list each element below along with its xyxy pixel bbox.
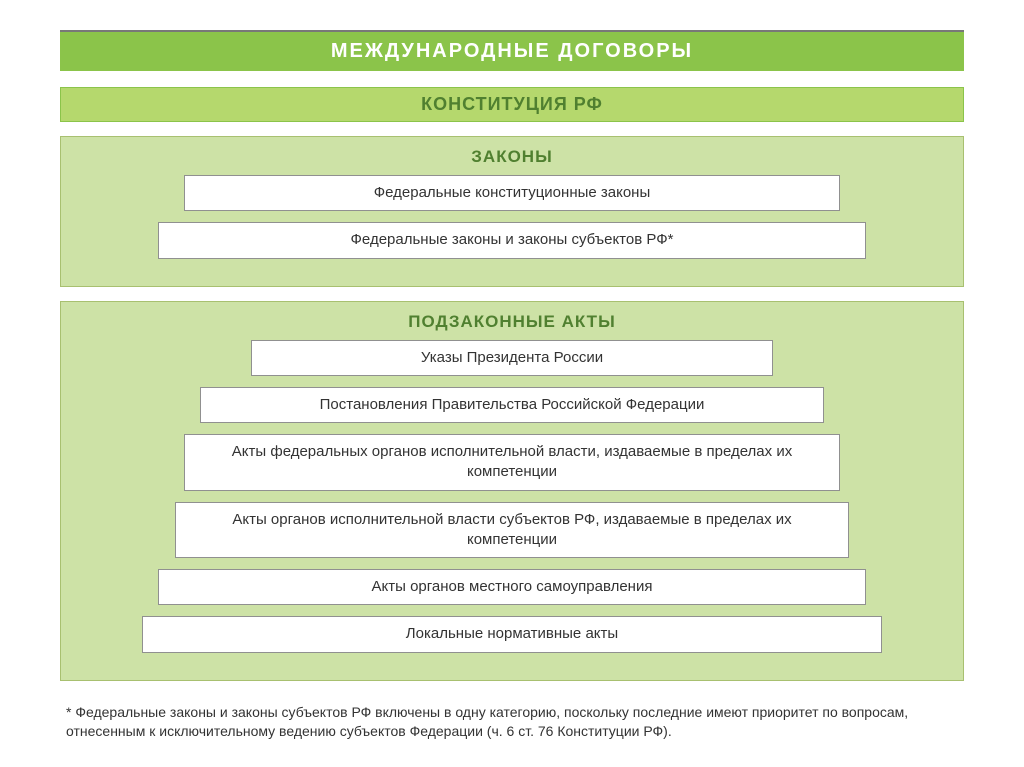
- hierarchy-item: Постановления Правительства Российской Ф…: [200, 387, 823, 423]
- laws-title: ЗАКОНЫ: [91, 147, 933, 167]
- header-title: МЕЖДУНАРОДНЫЕ ДОГОВОРЫ: [331, 40, 693, 62]
- sublaws-section: ПОДЗАКОННЫЕ АКТЫ Указы Президента России…: [60, 301, 964, 681]
- laws-section: ЗАКОНЫ Федеральные конституционные закон…: [60, 136, 964, 287]
- hierarchy-item: Локальные нормативные акты: [142, 616, 883, 652]
- hierarchy-item: Федеральные конституционные законы: [184, 175, 841, 211]
- constitution-bar: КОНСТИТУЦИЯ РФ: [60, 87, 964, 122]
- hierarchy-item: Акты федеральных органов исполнительной …: [184, 434, 841, 491]
- footnote: * Федеральные законы и законы субъектов …: [60, 703, 964, 742]
- laws-items: Федеральные конституционные законы Федера…: [91, 175, 933, 259]
- sublaws-title: ПОДЗАКОННЫЕ АКТЫ: [91, 312, 933, 332]
- footnote-text: * Федеральные законы и законы субъектов …: [66, 704, 908, 740]
- hierarchy-item: Указы Президента России: [251, 340, 773, 376]
- hierarchy-item: Акты органов местного самоуправления: [158, 569, 865, 605]
- sublaws-items: Указы Президента России Постановления Пра…: [91, 340, 933, 653]
- header-bar: МЕЖДУНАРОДНЫЕ ДОГОВОРЫ: [60, 30, 964, 71]
- hierarchy-item: Федеральные законы и законы субъектов РФ…: [158, 222, 865, 258]
- constitution-title: КОНСТИТУЦИЯ РФ: [421, 94, 603, 114]
- hierarchy-item: Акты органов исполнительной власти субъе…: [175, 502, 849, 559]
